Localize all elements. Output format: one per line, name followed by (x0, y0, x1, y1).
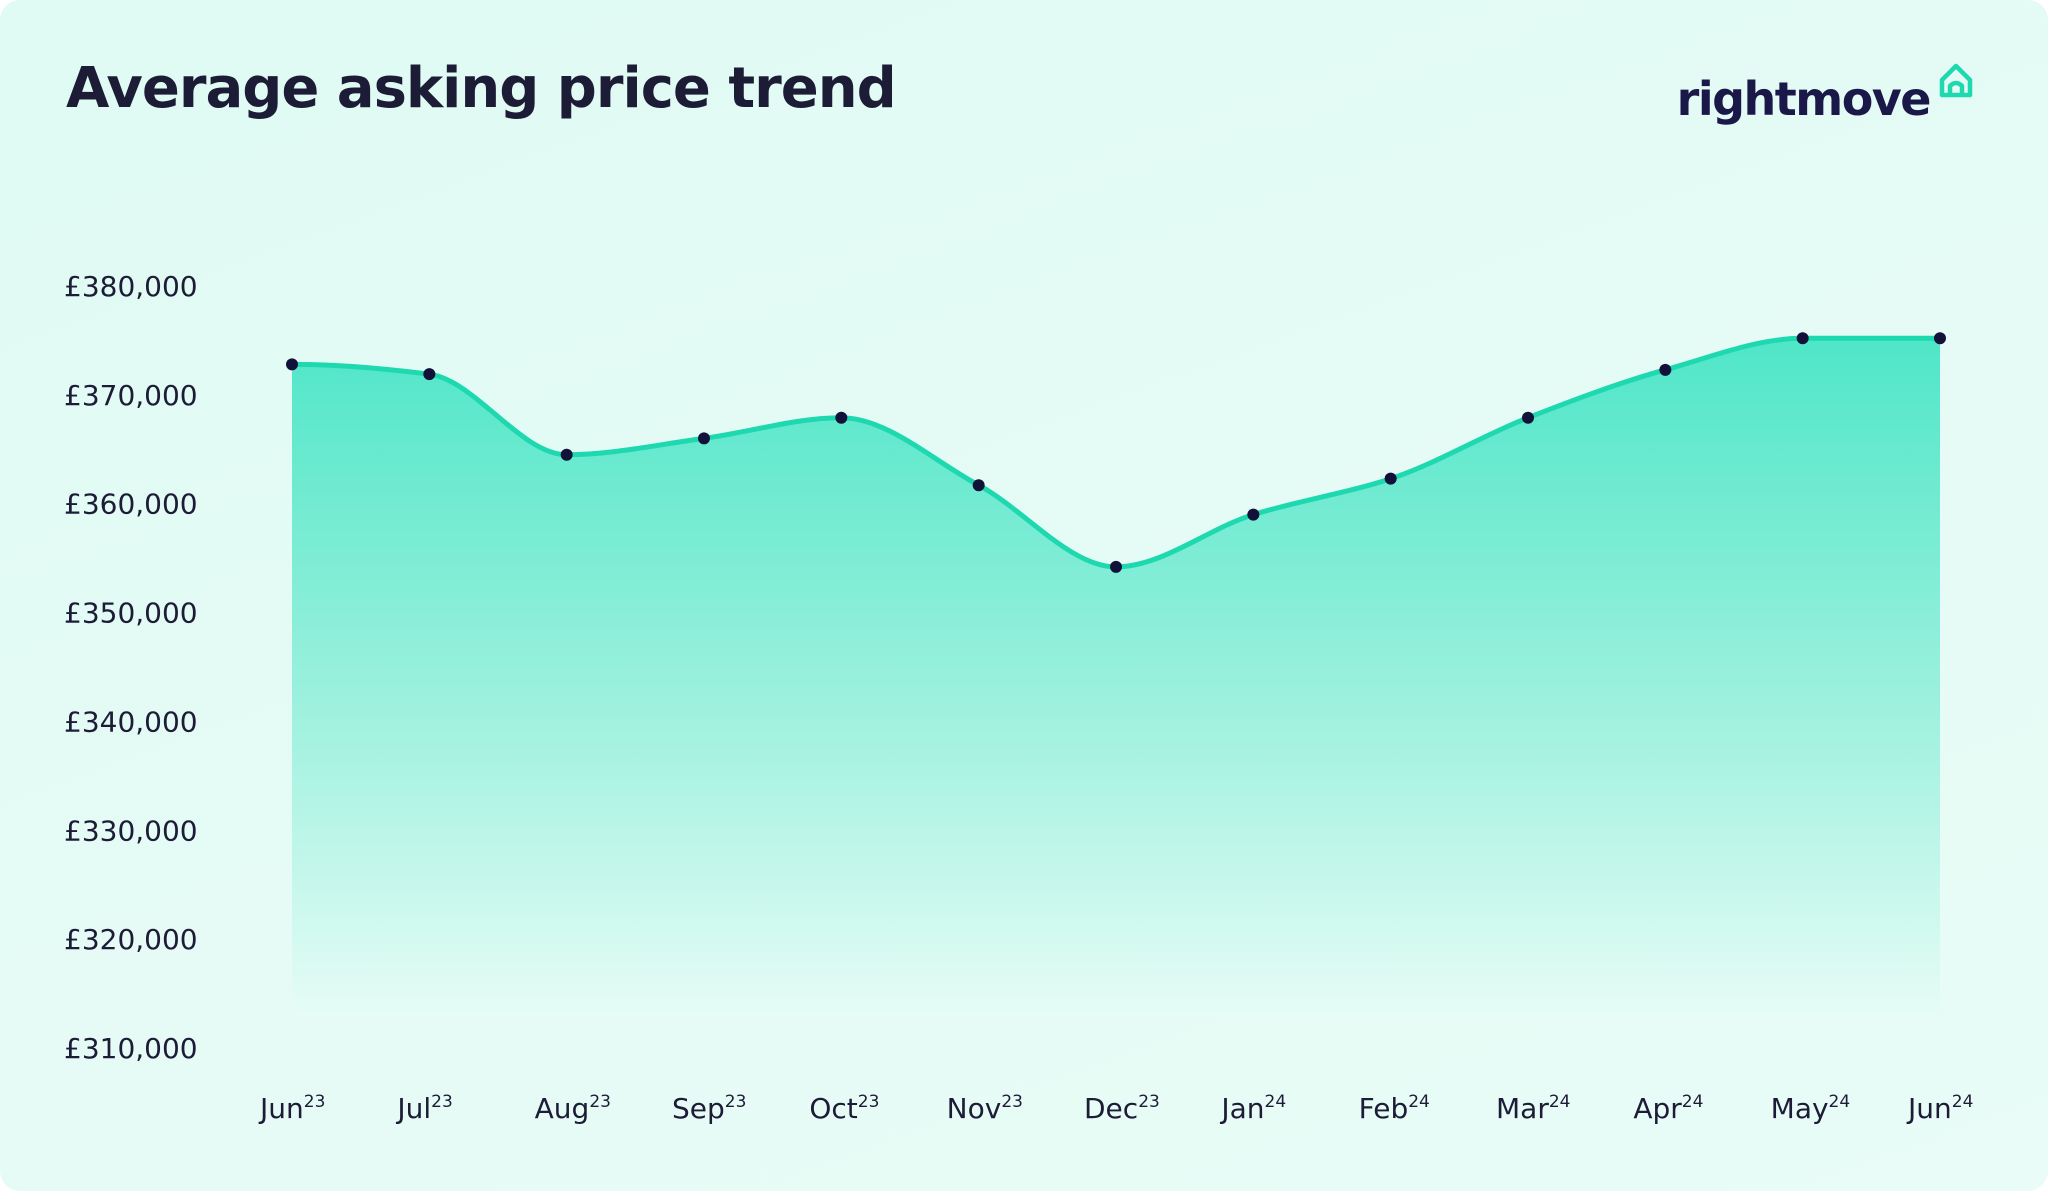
data-point (423, 368, 436, 381)
brand-logo: rightmove (1677, 60, 1976, 130)
x-tick-year: 23 (1001, 1092, 1023, 1112)
x-tick-month: Feb (1359, 1092, 1409, 1125)
x-tick-label: Apr24 (1633, 1092, 1703, 1125)
data-point (1934, 332, 1946, 345)
y-tick-label: £330,000 (64, 814, 198, 847)
x-tick-year: 23 (1138, 1092, 1160, 1112)
y-tick-label: £380,000 (64, 270, 198, 303)
x-tick-year: 24 (1549, 1092, 1571, 1112)
y-tick-label: £310,000 (64, 1032, 198, 1065)
data-point (1796, 332, 1809, 345)
x-tick-label: Jan24 (1219, 1092, 1286, 1125)
x-tick-year: 23 (858, 1092, 880, 1112)
x-tick-month: Oct (809, 1092, 857, 1125)
y-axis: £380,000 £370,000 £360,000 £350,000 £340,000… (64, 270, 198, 1065)
x-tick-year: 23 (589, 1092, 611, 1112)
x-tick-year: 23 (725, 1092, 747, 1112)
x-tick-month: Sep (672, 1092, 725, 1125)
x-tick-month: Nov (947, 1092, 1002, 1125)
x-tick-year: 24 (1682, 1092, 1704, 1112)
data-point (1110, 560, 1122, 573)
x-tick-month: May (1771, 1092, 1829, 1125)
data-point (560, 448, 573, 461)
x-tick-month: Aug (535, 1092, 590, 1125)
x-tick-label: May24 (1771, 1092, 1851, 1125)
x-tick-year: 24 (1408, 1092, 1430, 1112)
x-tick-year: 23 (304, 1092, 326, 1112)
x-tick-month: Jun (258, 1092, 304, 1125)
x-tick-label: Nov23 (947, 1092, 1023, 1125)
x-tick-year: 24 (1952, 1092, 1974, 1112)
x-tick-month: Mar (1496, 1092, 1549, 1125)
x-tick-label: Oct23 (809, 1092, 879, 1125)
data-point (1384, 472, 1397, 485)
x-tick-label: Dec23 (1084, 1092, 1160, 1125)
chart-title: Average asking price trend (66, 56, 897, 121)
x-tick-year: 24 (1829, 1092, 1851, 1112)
x-tick-month: Jun (1906, 1092, 1952, 1125)
data-point (286, 358, 298, 371)
x-tick-label: Aug23 (535, 1092, 611, 1125)
x-axis: Jun23 Jul23 Aug23 Sep23 Oct23 Nov23 Dec23 Jan24… (258, 1092, 1973, 1125)
data-point (1247, 508, 1260, 521)
x-tick-month: Jan (1219, 1092, 1264, 1125)
x-tick-year: 24 (1265, 1092, 1287, 1112)
data-point (835, 411, 848, 424)
area-fill (292, 338, 1940, 1016)
x-tick-label: Sep23 (672, 1092, 746, 1125)
x-tick-label: Jun24 (1906, 1092, 1973, 1125)
x-tick-month: Jul (395, 1092, 431, 1125)
y-tick-label: £340,000 (64, 705, 198, 738)
y-tick-label: £360,000 (64, 488, 198, 521)
x-tick-year: 23 (431, 1092, 453, 1112)
x-tick-label: Jun23 (258, 1092, 325, 1125)
x-tick-label: Mar24 (1496, 1092, 1570, 1125)
x-tick-month: Dec (1084, 1092, 1138, 1125)
y-tick-label: £320,000 (64, 923, 198, 956)
brand-wordmark: rightmove (1676, 72, 1932, 126)
y-tick-label: £370,000 (64, 379, 198, 412)
x-tick-label: Jul23 (395, 1092, 452, 1125)
data-point (698, 432, 710, 445)
house-outline-icon (1939, 63, 1973, 98)
data-point (1659, 363, 1672, 376)
y-tick-label: £350,000 (64, 597, 198, 630)
data-point (1522, 411, 1534, 424)
data-point (972, 479, 985, 492)
x-tick-label: Feb24 (1359, 1092, 1430, 1125)
data-points (286, 332, 1946, 573)
x-tick-month: Apr (1633, 1092, 1682, 1125)
